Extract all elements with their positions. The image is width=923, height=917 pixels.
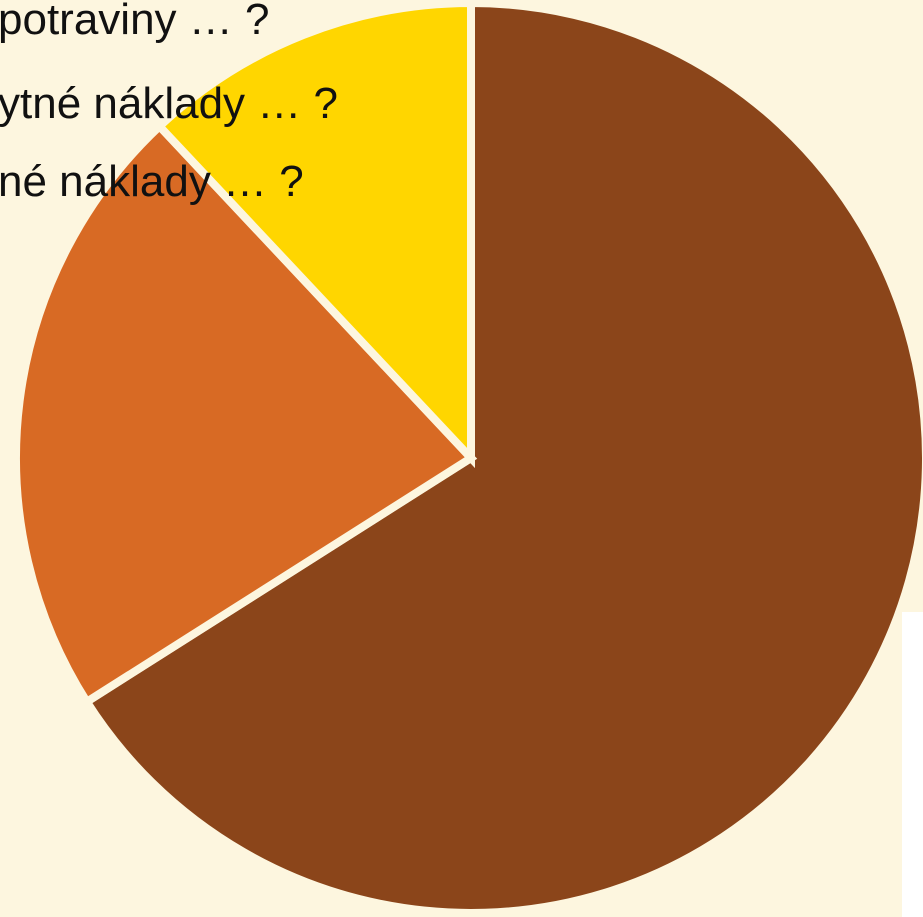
label-potraviny: potraviny … ? bbox=[0, 0, 269, 44]
label-bytne-naklady: ytné náklady … ? bbox=[0, 79, 338, 128]
white-panel-edge bbox=[902, 612, 923, 917]
pie-slices bbox=[12, 0, 923, 917]
label-ostatne-naklady: né náklady … ? bbox=[0, 157, 304, 206]
pie-slice-0 bbox=[81, 0, 923, 917]
pie-slice-1 bbox=[12, 120, 478, 708]
pie-slice-2 bbox=[153, 0, 475, 469]
pie-labels: potraviny … ? ytné náklady … ? né náklad… bbox=[0, 0, 338, 206]
